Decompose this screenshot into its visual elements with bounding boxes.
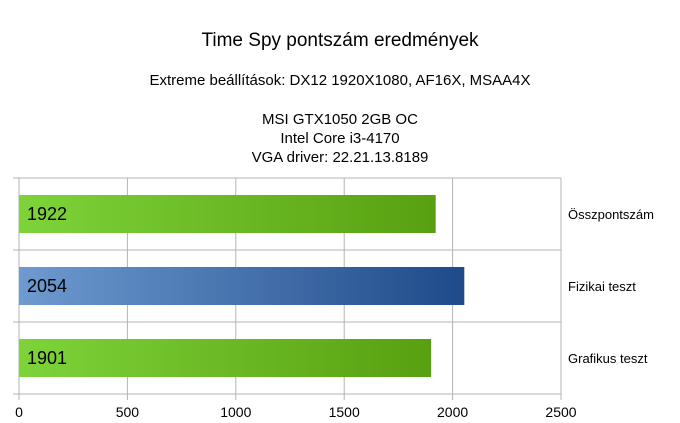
x-tick-label: 500	[116, 404, 140, 420]
info-line-cpu: Intel Core i3-4170	[280, 130, 400, 147]
info-line-gpu: MSI GTX1050 2GB OC	[262, 111, 418, 128]
category-label: Grafikus teszt	[568, 351, 648, 366]
category-label: Összpontszám	[568, 207, 654, 222]
x-tick-label: 2000	[437, 404, 468, 420]
bar	[19, 267, 465, 305]
data-label: 2054	[27, 276, 67, 296]
data-label: 1901	[27, 348, 67, 368]
category-labels: Összpontszám Fizikai teszt Grafikus teszt	[568, 207, 654, 366]
x-tick-label: 2500	[545, 404, 576, 420]
x-tick-label: 0	[15, 404, 23, 420]
info-line-driver: VGA driver: 22.21.13.8189	[251, 149, 429, 166]
bar	[19, 195, 436, 233]
bar	[19, 339, 432, 377]
bars: 1922 2054 1901	[19, 195, 465, 377]
data-label: 1922	[27, 204, 67, 224]
x-axis: 0 500 1000 1500 2000 2500	[15, 393, 577, 420]
chart-subtitle: Extreme beállítások: DX12 1920X1080, AF1…	[149, 72, 531, 89]
category-label: Fizikai teszt	[568, 279, 636, 294]
x-tick-label: 1500	[329, 404, 360, 420]
chart-title: Time Spy pontszám eredmények	[201, 30, 479, 51]
x-tick-label: 1000	[220, 404, 251, 420]
